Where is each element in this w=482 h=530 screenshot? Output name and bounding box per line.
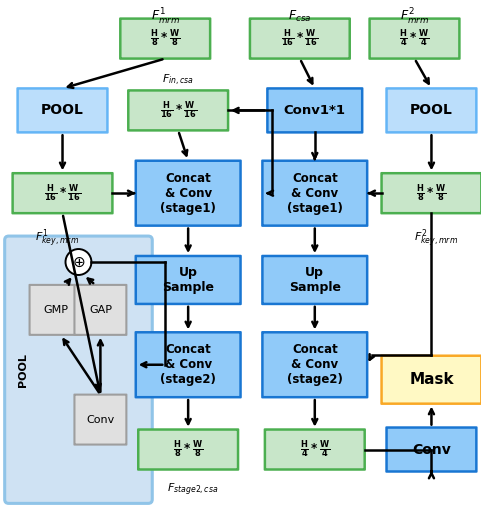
- Text: $F_{csa}$: $F_{csa}$: [288, 9, 311, 24]
- FancyBboxPatch shape: [128, 91, 228, 130]
- Text: $F^2_{mrm}$: $F^2_{mrm}$: [400, 6, 429, 27]
- FancyBboxPatch shape: [18, 89, 107, 132]
- Text: $\mathbf{\frac{H}{4}*\frac{W}{4}}$: $\mathbf{\frac{H}{4}*\frac{W}{4}}$: [300, 439, 330, 461]
- Text: Up
Sample: Up Sample: [162, 266, 214, 294]
- Text: Concat
& Conv
(stage1): Concat & Conv (stage1): [287, 172, 343, 215]
- Text: $\mathbf{\frac{H}{8}*\frac{W}{8}}$: $\mathbf{\frac{H}{8}*\frac{W}{8}}$: [150, 28, 180, 49]
- FancyBboxPatch shape: [387, 89, 476, 132]
- FancyBboxPatch shape: [136, 161, 241, 226]
- Text: Conv: Conv: [86, 414, 115, 425]
- Text: $\mathbf{\frac{H}{16}*\frac{W}{16}}$: $\mathbf{\frac{H}{16}*\frac{W}{16}}$: [160, 100, 197, 121]
- Text: $F_{in,csa}$: $F_{in,csa}$: [162, 73, 194, 88]
- FancyBboxPatch shape: [29, 285, 81, 335]
- FancyBboxPatch shape: [136, 256, 241, 304]
- Text: $\mathbf{\frac{H}{16}*\frac{W}{16}}$: $\mathbf{\frac{H}{16}*\frac{W}{16}}$: [44, 182, 81, 204]
- Text: Conv1*1: Conv1*1: [284, 104, 346, 117]
- FancyBboxPatch shape: [387, 428, 476, 472]
- FancyBboxPatch shape: [74, 395, 126, 445]
- FancyBboxPatch shape: [382, 173, 482, 213]
- FancyBboxPatch shape: [268, 89, 362, 132]
- Text: $F_{stage2,csa}$: $F_{stage2,csa}$: [167, 481, 219, 498]
- Text: $F^1_{mrm}$: $F^1_{mrm}$: [150, 6, 180, 27]
- FancyBboxPatch shape: [13, 173, 112, 213]
- FancyBboxPatch shape: [382, 356, 482, 404]
- FancyBboxPatch shape: [136, 332, 241, 397]
- FancyBboxPatch shape: [262, 256, 367, 304]
- Circle shape: [66, 249, 92, 275]
- Text: POOL: POOL: [18, 353, 27, 387]
- FancyBboxPatch shape: [370, 19, 459, 59]
- Text: Up
Sample: Up Sample: [289, 266, 341, 294]
- FancyBboxPatch shape: [250, 19, 350, 59]
- FancyBboxPatch shape: [5, 236, 152, 503]
- Text: $\mathbf{\frac{H}{8}*\frac{W}{8}}$: $\mathbf{\frac{H}{8}*\frac{W}{8}}$: [416, 182, 446, 204]
- FancyBboxPatch shape: [262, 332, 367, 397]
- Text: POOL: POOL: [41, 103, 84, 118]
- Text: Mask: Mask: [409, 372, 454, 387]
- FancyBboxPatch shape: [120, 19, 210, 59]
- Text: $F^1_{key,mrm}$: $F^1_{key,mrm}$: [36, 228, 80, 250]
- Text: $\mathbf{\frac{H}{8}*\frac{W}{8}}$: $\mathbf{\frac{H}{8}*\frac{W}{8}}$: [173, 439, 203, 461]
- Text: GMP: GMP: [43, 305, 68, 315]
- Text: $\oplus$: $\oplus$: [72, 254, 85, 270]
- Text: $\mathbf{\frac{H}{4}*\frac{W}{4}}$: $\mathbf{\frac{H}{4}*\frac{W}{4}}$: [400, 28, 429, 49]
- Text: $F^2_{key,mrm}$: $F^2_{key,mrm}$: [415, 228, 458, 250]
- Text: $\mathbf{\frac{H}{16}*\frac{W}{16}}$: $\mathbf{\frac{H}{16}*\frac{W}{16}}$: [281, 28, 319, 49]
- FancyBboxPatch shape: [262, 161, 367, 226]
- FancyBboxPatch shape: [74, 285, 126, 335]
- FancyBboxPatch shape: [265, 429, 365, 470]
- FancyBboxPatch shape: [138, 429, 238, 470]
- Text: GAP: GAP: [89, 305, 112, 315]
- Text: POOL: POOL: [410, 103, 453, 118]
- Text: Concat
& Conv
(stage1): Concat & Conv (stage1): [160, 172, 216, 215]
- Text: Concat
& Conv
(stage2): Concat & Conv (stage2): [160, 343, 216, 386]
- Text: Concat
& Conv
(stage2): Concat & Conv (stage2): [287, 343, 343, 386]
- Text: Conv: Conv: [412, 443, 451, 456]
